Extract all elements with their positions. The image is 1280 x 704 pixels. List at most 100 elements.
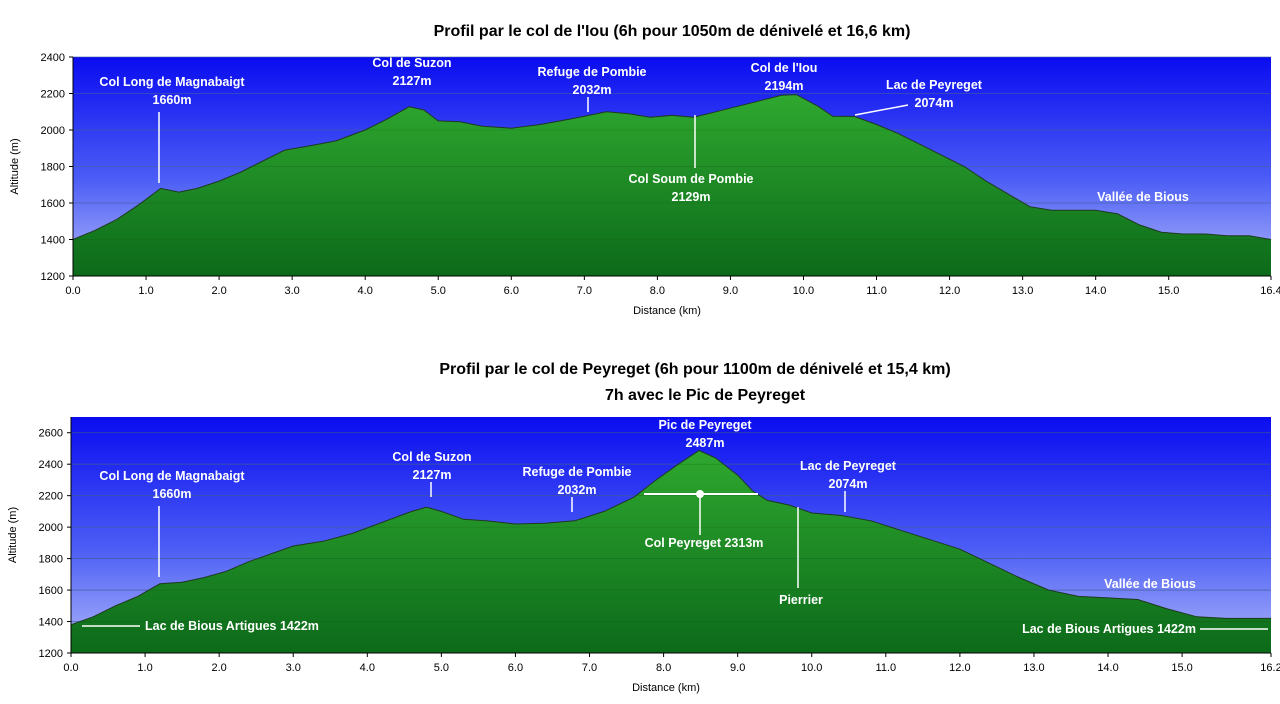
chart-subtitle: 7h avec le Pic de Peyreget <box>605 387 806 404</box>
y-tick-label: 1600 <box>41 198 65 210</box>
annotation-value: 2074m <box>829 477 868 491</box>
annotation-label: Col Soum de Pombie <box>628 172 753 186</box>
annotation-label: Pic de Peyreget <box>658 418 752 432</box>
annotation-value: 1660m <box>153 93 192 107</box>
annotation: Lac de Peyreget 2074m <box>854 78 983 116</box>
annotation-label: Refuge de Pombie <box>537 65 646 79</box>
annotation: Refuge de Pombie 2032m <box>537 65 647 112</box>
annotation: Lac de Peyreget 2074m <box>800 459 897 512</box>
annotation: Refuge de Pombie 2032m <box>522 465 632 512</box>
x-tick-label: 5.0 <box>434 662 449 674</box>
annotation-label: Col de Suzon <box>372 56 451 70</box>
x-tick-label: 15.0 <box>1158 285 1179 297</box>
y-tick-label: 2200 <box>41 89 65 101</box>
annotation-value: 2074m <box>915 96 954 110</box>
x-tick-label: 7.0 <box>582 662 597 674</box>
annotation-label: Col de l'Iou <box>751 61 818 75</box>
profile-area <box>73 94 1271 276</box>
annotation-value: 2129m <box>672 190 711 204</box>
x-tick-label: 4.0 <box>360 662 375 674</box>
annotation-label: Lac de Bious Artigues 1422m <box>145 619 319 633</box>
annotation-label: Refuge de Pombie <box>522 465 631 479</box>
x-tick-label: 0.0 <box>65 285 80 297</box>
profile-line <box>70 449 1271 626</box>
x-tick-label: 3.0 <box>286 662 301 674</box>
annotation-label: Lac de Peyreget <box>886 78 983 92</box>
x-tick-label: 11.0 <box>876 662 897 674</box>
annotation-value: 1660m <box>153 487 192 501</box>
profile-line <box>72 94 1272 240</box>
x-tick-label: 12.0 <box>939 285 960 297</box>
x-tick-label: 6.0 <box>504 285 519 297</box>
annotation-label: Col de Suzon <box>392 450 471 464</box>
annotation-value: 2127m <box>413 468 452 482</box>
annotation: Col Long de Magnabaigt 1660m <box>99 469 245 577</box>
y-tick-label: 2400 <box>39 459 63 471</box>
y-tick-label: 1400 <box>41 235 65 247</box>
x-tick-label: 16.2 <box>1260 662 1280 674</box>
chart-title: Profil par le col de l'Iou (6h pour 1050… <box>434 23 911 40</box>
annotation: Col Peyreget 2313m <box>644 490 763 550</box>
y-tick-label: 2000 <box>39 522 63 534</box>
y-axis-label: Altitude (m) <box>9 138 21 194</box>
annotation: Col de l'Iou 2194m <box>751 61 818 93</box>
chart-2: Profil par le col de Peyreget (6h pour 1… <box>7 361 1280 694</box>
x-axis-label: Distance (km) <box>632 682 700 694</box>
x-tick-label: 5.0 <box>431 285 446 297</box>
chart-1: Profil par le col de l'Iou (6h pour 1050… <box>9 23 1280 317</box>
x-tick-label: 2.0 <box>211 662 226 674</box>
annotation: Pierrier <box>779 507 823 607</box>
annotation-leader <box>854 104 909 116</box>
y-tick-label: 2000 <box>41 125 65 137</box>
x-tick-label: 14.0 <box>1097 662 1118 674</box>
annotation: Col de Suzon 2127m <box>392 450 472 497</box>
y-tick-label: 2400 <box>41 52 65 64</box>
annotation: Pic de Peyreget 2487m <box>658 418 752 450</box>
annotation: Vallée de Bious <box>1104 577 1196 591</box>
y-tick-label: 1800 <box>39 554 63 566</box>
annotation: Col de Suzon 2127m <box>372 56 451 88</box>
x-tick-label: 9.0 <box>730 662 745 674</box>
annotation-label: Lac de Peyreget <box>800 459 897 473</box>
x-tick-label: 6.0 <box>508 662 523 674</box>
annotation-label: Vallée de Bious <box>1104 577 1196 591</box>
x-tick-label: 1.0 <box>138 285 153 297</box>
y-axis-label: Altitude (m) <box>7 507 19 563</box>
annotation-label: Lac de Bious Artigues 1422m <box>1022 622 1196 636</box>
x-axis-label: Distance (km) <box>633 305 701 317</box>
x-tick-label: 3.0 <box>284 285 299 297</box>
y-tick-label: 1800 <box>41 162 65 174</box>
annotation-label: Col Long de Magnabaigt <box>99 469 245 483</box>
x-tick-label: 7.0 <box>577 285 592 297</box>
y-tick-label: 1400 <box>39 617 63 629</box>
x-tick-label: 13.0 <box>1012 285 1033 297</box>
y-tick-label: 1600 <box>39 585 63 597</box>
annotation-dot <box>696 490 704 498</box>
annotation-value: 2194m <box>765 79 804 93</box>
chart-title: Profil par le col de Peyreget (6h pour 1… <box>439 361 950 378</box>
annotation-value: 2127m <box>393 74 432 88</box>
x-tick-label: 2.0 <box>211 285 226 297</box>
y-tick-label: 1200 <box>39 648 63 660</box>
x-tick-label: 0.0 <box>63 662 78 674</box>
annotation: Col Long de Magnabaigt 1660m <box>99 75 245 183</box>
y-tick-label: 1200 <box>41 271 65 283</box>
annotation-label: Col Peyreget 2313m <box>645 536 764 550</box>
annotation-label: Vallée de Bious <box>1097 190 1189 204</box>
x-tick-label: 1.0 <box>137 662 152 674</box>
annotation-value: 2032m <box>558 483 597 497</box>
x-tick-label: 8.0 <box>650 285 665 297</box>
annotation-value: 2487m <box>686 436 725 450</box>
x-tick-label: 12.0 <box>949 662 970 674</box>
x-tick-label: 13.0 <box>1023 662 1044 674</box>
x-tick-label: 10.0 <box>801 662 822 674</box>
x-tick-label: 16.4 <box>1260 285 1280 297</box>
y-tick-label: 2200 <box>39 491 63 503</box>
y-tick-label: 2600 <box>39 428 63 440</box>
x-tick-label: 8.0 <box>656 662 671 674</box>
annotation: Col Soum de Pombie 2129m <box>628 115 754 204</box>
x-tick-label: 4.0 <box>358 285 373 297</box>
x-tick-label: 14.0 <box>1085 285 1106 297</box>
